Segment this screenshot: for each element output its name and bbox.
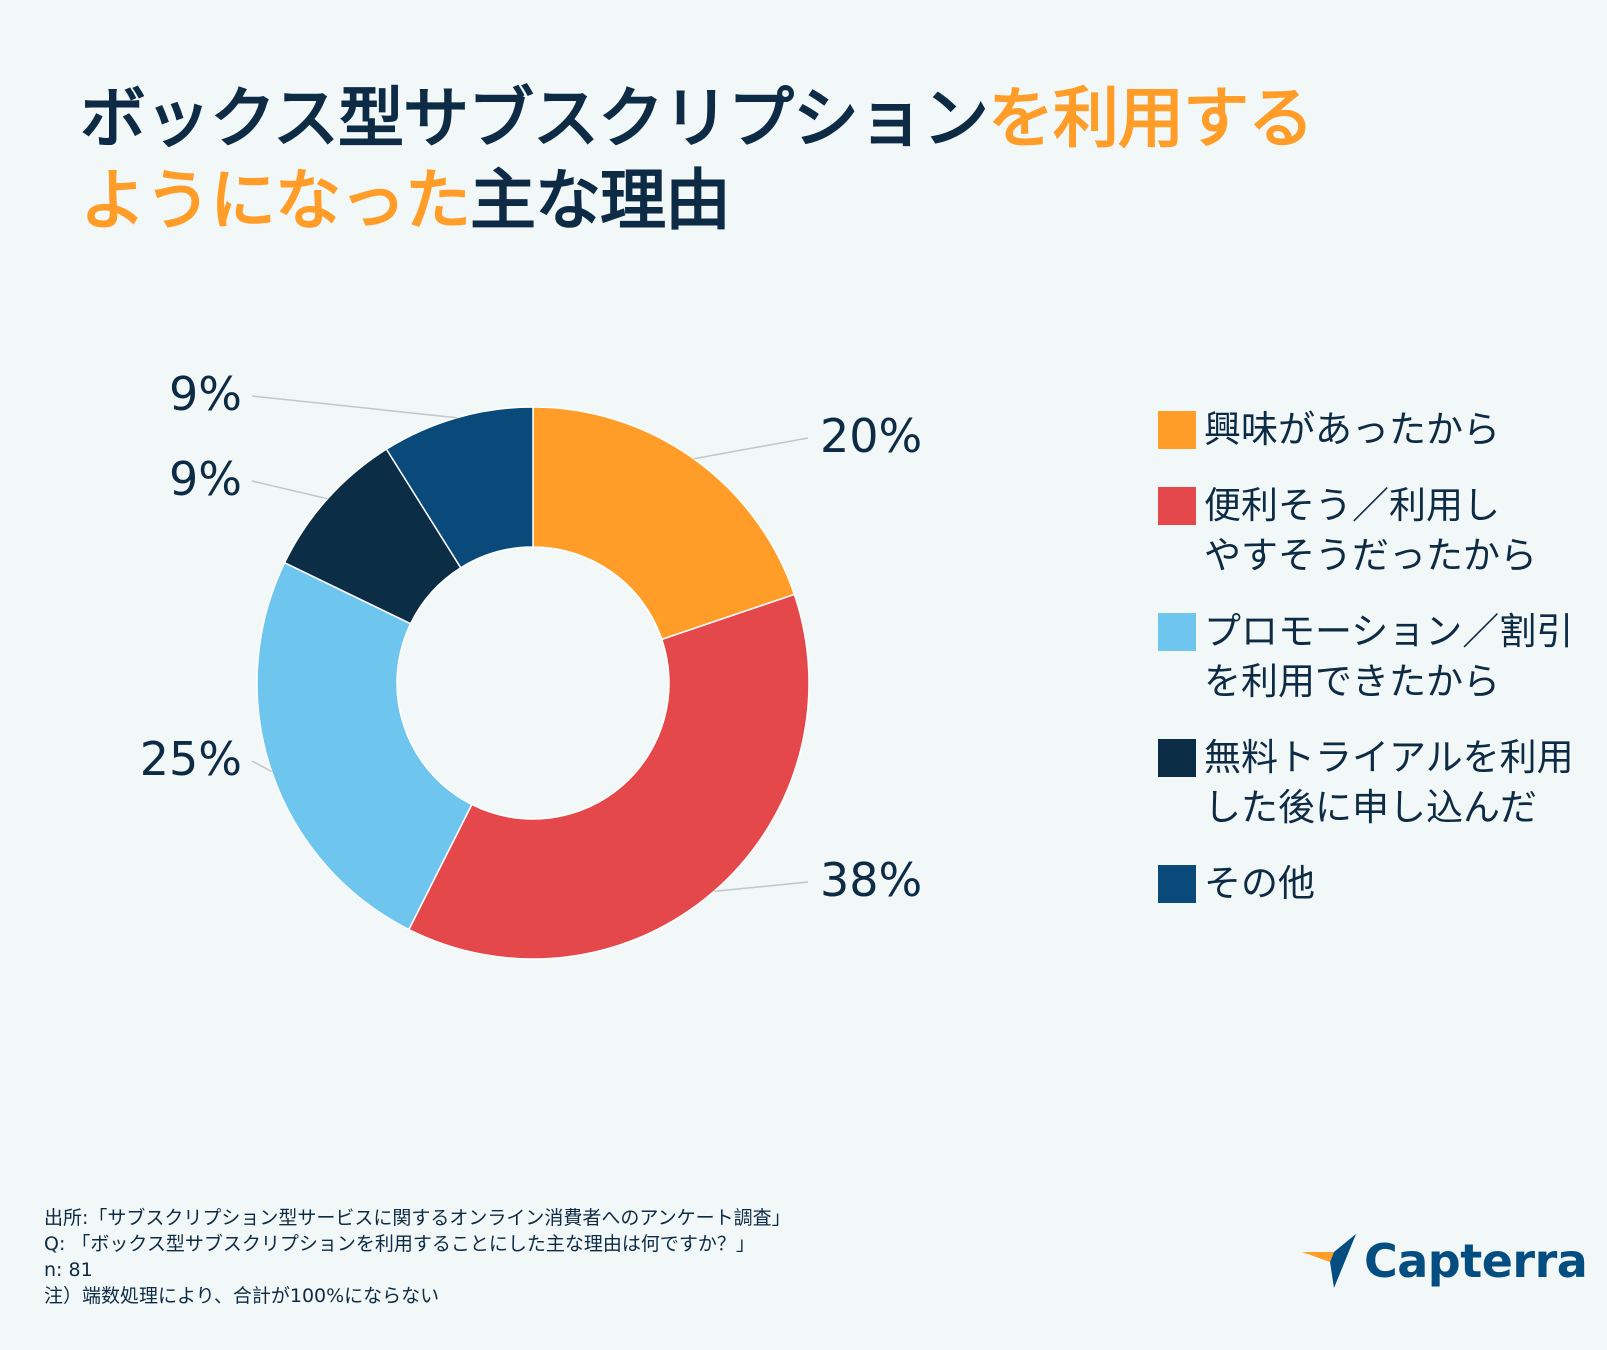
- leader-line-interest: [693, 437, 809, 460]
- title-part-1: ボックス型サブスクリプション: [80, 80, 989, 157]
- legend-swatch: [1158, 411, 1196, 449]
- title-part-4: 主な理由: [470, 162, 731, 239]
- legend-label: 便利そう／利用し やすそうだったから: [1204, 484, 1537, 577]
- page-title: ボックス型サブスクリプションを利用するようになった主な理由: [80, 78, 1480, 242]
- donut-chart: 20% 38% 25% 9% 9%: [140, 367, 922, 960]
- donut-slice-convenient: [407, 593, 810, 960]
- donut-slice-other: [385, 406, 534, 569]
- legend-item-promotion: プロモーション／割引 を利用できたから: [1158, 607, 1598, 707]
- legend-item-free-trial: 無料トライアルを利用 した後に申し込んだ: [1158, 733, 1598, 833]
- footnote-question: Q: 「ボックス型サブスクリプションを利用することにした主な理由は何ですか？」: [44, 1233, 755, 1255]
- legend-item-interest: 興味があったから: [1158, 405, 1598, 455]
- data-label-interest: 20%: [820, 409, 922, 463]
- legend-label: 無料トライアルを利用 した後に申し込んだ: [1204, 736, 1574, 829]
- leader-line-free-trial: [251, 480, 328, 500]
- legend-item-other: その他: [1158, 859, 1598, 909]
- title-part-3: ようになった: [80, 162, 471, 239]
- data-label-promotion: 25%: [140, 732, 242, 786]
- logo-text: Capterra: [1364, 1234, 1588, 1288]
- capterra-logo: Capterra: [1300, 1232, 1588, 1290]
- capterra-arrow-icon: [1302, 1234, 1356, 1288]
- legend-swatch: [1158, 613, 1196, 651]
- footnote-source: 出所:「サブスクリプション型サービスに関するオンライン消費者へのアンケート調査」: [44, 1207, 791, 1229]
- leader-line-promotion: [251, 760, 272, 773]
- legend-item-convenient: 便利そう／利用し やすそうだったから: [1158, 481, 1598, 581]
- legend-label: プロモーション／割引 を利用できたから: [1204, 610, 1574, 703]
- legend-swatch: [1158, 487, 1196, 525]
- legend-label: その他: [1204, 862, 1315, 905]
- data-label-other: 9%: [169, 367, 242, 421]
- legend-swatch: [1158, 865, 1196, 903]
- title-part-2: を利用する: [988, 80, 1314, 157]
- leader-line-convenient: [713, 881, 809, 893]
- chart-legend: 興味があったから 便利そう／利用し やすそうだったから プロモーション／割引 を…: [1158, 405, 1598, 935]
- donut-slice-interest: [532, 406, 796, 641]
- source-footnote: 出所:「サブスクリプション型サービスに関するオンライン消費者へのアンケート調査」…: [44, 1205, 791, 1309]
- data-label-free-trial: 9%: [169, 452, 242, 506]
- legend-swatch: [1158, 739, 1196, 777]
- footnote-sample-size: n: 81: [44, 1259, 93, 1281]
- legend-label: 興味があったから: [1204, 408, 1500, 451]
- data-label-convenient: 38%: [820, 853, 922, 907]
- leader-line-other: [251, 395, 457, 419]
- footnote-note: 注）端数処理により、合計が100%にならない: [44, 1285, 440, 1307]
- donut-slice-promotion: [256, 561, 473, 931]
